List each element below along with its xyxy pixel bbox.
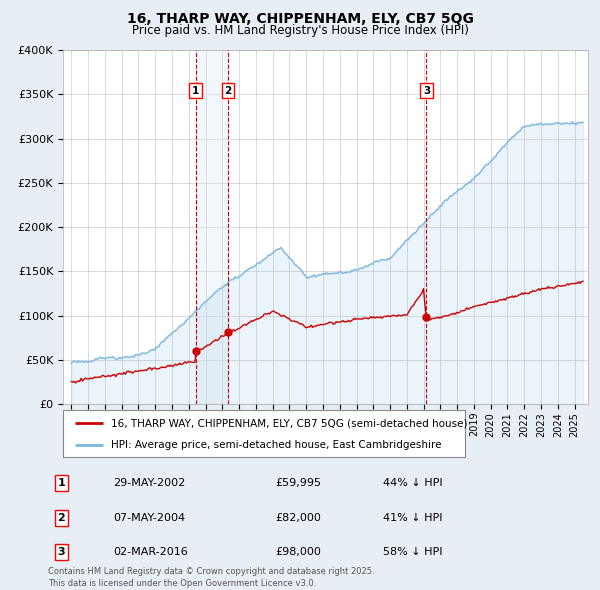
Text: 1: 1 [58,478,65,488]
Text: Contains HM Land Registry data © Crown copyright and database right 2025.
This d: Contains HM Land Registry data © Crown c… [48,568,374,588]
Text: 3: 3 [58,548,65,557]
Bar [196,50,228,404]
Text: 16, THARP WAY, CHIPPENHAM, ELY, CB7 5QG: 16, THARP WAY, CHIPPENHAM, ELY, CB7 5QG [127,12,473,26]
Text: £59,995: £59,995 [275,478,321,488]
Text: 58% ↓ HPI: 58% ↓ HPI [383,548,442,557]
Text: HPI: Average price, semi-detached house, East Cambridgeshire: HPI: Average price, semi-detached house,… [111,441,442,450]
Text: 3: 3 [423,86,430,96]
Text: £82,000: £82,000 [275,513,320,523]
Text: 41% ↓ HPI: 41% ↓ HPI [383,513,442,523]
Text: £98,000: £98,000 [275,548,320,557]
Text: 44% ↓ HPI: 44% ↓ HPI [383,478,442,488]
Text: 1: 1 [192,86,199,96]
Text: 2: 2 [58,513,65,523]
Text: 29-MAY-2002: 29-MAY-2002 [113,478,185,488]
Text: 07-MAY-2004: 07-MAY-2004 [113,513,185,523]
Text: 2: 2 [224,86,232,96]
Text: 02-MAR-2016: 02-MAR-2016 [113,548,188,557]
Text: 16, THARP WAY, CHIPPENHAM, ELY, CB7 5QG (semi-detached house): 16, THARP WAY, CHIPPENHAM, ELY, CB7 5QG … [111,418,468,428]
Text: Price paid vs. HM Land Registry's House Price Index (HPI): Price paid vs. HM Land Registry's House … [131,24,469,37]
